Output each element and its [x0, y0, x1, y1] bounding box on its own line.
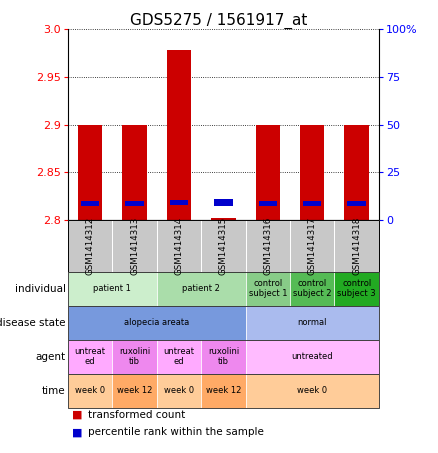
Text: control
subject 1: control subject 1: [248, 279, 287, 299]
Text: GDS5275 / 1561917_at: GDS5275 / 1561917_at: [131, 13, 307, 29]
Text: GSM1414316: GSM1414316: [263, 217, 272, 275]
Text: week 0: week 0: [75, 386, 105, 395]
Text: disease state: disease state: [0, 318, 66, 328]
Text: week 12: week 12: [117, 386, 152, 395]
Bar: [347, 201, 366, 207]
Text: ■: ■: [72, 427, 83, 437]
Text: GSM1414317: GSM1414317: [308, 217, 317, 275]
Text: ruxolini
tib: ruxolini tib: [119, 347, 150, 366]
Text: agent: agent: [35, 352, 66, 362]
Text: control
subject 2: control subject 2: [293, 279, 332, 299]
Text: untreat
ed: untreat ed: [163, 347, 194, 366]
Text: normal: normal: [297, 318, 327, 327]
Text: GSM1414318: GSM1414318: [352, 217, 361, 275]
Text: week 0: week 0: [164, 386, 194, 395]
Text: GSM1414314: GSM1414314: [174, 217, 184, 275]
Bar: [303, 201, 321, 207]
Bar: [170, 200, 188, 206]
Text: GSM1414312: GSM1414312: [85, 217, 95, 275]
Bar: [300, 125, 325, 220]
Text: week 12: week 12: [206, 386, 241, 395]
Text: ruxolini
tib: ruxolini tib: [208, 347, 239, 366]
Text: untreat
ed: untreat ed: [74, 347, 106, 366]
Bar: [256, 125, 280, 220]
Text: control
subject 3: control subject 3: [337, 279, 376, 299]
Text: untreated: untreated: [291, 352, 333, 361]
Bar: [344, 125, 369, 220]
Bar: [78, 125, 102, 220]
Text: percentile rank within the sample: percentile rank within the sample: [88, 427, 264, 437]
Text: alopecia areata: alopecia areata: [124, 318, 189, 327]
Bar: [259, 201, 277, 207]
Text: week 0: week 0: [297, 386, 327, 395]
Text: individual: individual: [15, 284, 66, 294]
Text: transformed count: transformed count: [88, 410, 185, 420]
Text: ■: ■: [72, 410, 83, 420]
Bar: [122, 125, 147, 220]
Text: patient 1: patient 1: [93, 284, 131, 293]
Text: GSM1414313: GSM1414313: [130, 217, 139, 275]
Bar: [214, 199, 233, 207]
Text: GSM1414315: GSM1414315: [219, 217, 228, 275]
Bar: [211, 218, 236, 220]
Text: patient 2: patient 2: [182, 284, 220, 293]
Bar: [167, 50, 191, 220]
Bar: [125, 201, 144, 207]
Bar: [81, 201, 99, 207]
Text: time: time: [42, 386, 66, 396]
